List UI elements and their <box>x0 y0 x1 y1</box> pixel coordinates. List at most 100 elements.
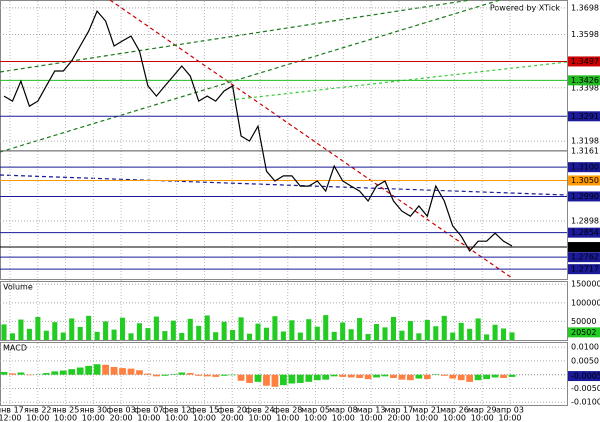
last-macd-label: -0.0005 <box>571 372 600 381</box>
volume-bar <box>111 329 117 340</box>
y-tick-label: 1.3598 <box>571 30 599 39</box>
macd-bar <box>330 374 338 377</box>
macd-bar <box>68 369 76 375</box>
trend-lines <box>0 0 568 279</box>
price-panel <box>0 0 568 280</box>
level-label: 1.2800 <box>571 243 599 252</box>
macd-bar <box>0 371 8 375</box>
x-time-label: 10:00 <box>498 414 521 422</box>
y-tick-label: 150000 <box>571 280 600 289</box>
macd-bar <box>457 374 465 381</box>
macd-bar <box>212 374 220 377</box>
macd-bar <box>491 374 499 378</box>
volume-bar <box>52 322 58 340</box>
level-box <box>568 56 600 67</box>
level-box <box>568 191 600 202</box>
volume-bar <box>145 328 151 340</box>
x-time-label: 10:00 <box>26 414 49 422</box>
volume-bar <box>238 317 244 340</box>
macd-bar <box>17 372 25 375</box>
x-date-label: мар 29 <box>468 406 497 415</box>
macd-bar <box>449 374 457 379</box>
volume-bar <box>204 315 210 340</box>
macd-bar <box>483 374 490 380</box>
macd-bar <box>153 374 160 377</box>
volume-bar <box>128 333 134 340</box>
macd-bar <box>407 374 414 381</box>
level-box <box>568 252 600 263</box>
macd-bar <box>102 364 109 375</box>
level-label: 1.2854 <box>571 228 599 237</box>
y-tick-label: 1.3398 <box>571 83 599 92</box>
volume-bar <box>60 332 66 340</box>
macd-bar <box>26 374 33 376</box>
macd-bar <box>347 374 355 378</box>
level-label: 1.2762 <box>571 253 599 262</box>
macd-bar <box>186 373 194 375</box>
macd-bar <box>220 374 228 376</box>
x-time-label: 20:00 <box>110 414 133 422</box>
y-tick-label: 1.3198 <box>571 137 599 146</box>
macd-bar <box>110 366 118 375</box>
volume-bar <box>179 332 185 340</box>
volume-bar <box>509 332 515 340</box>
trend-line <box>0 174 568 196</box>
macd-bar <box>339 374 347 377</box>
volume-bar <box>450 332 456 340</box>
macd-bar <box>432 374 440 375</box>
x-date-label: мар 21 <box>412 406 441 415</box>
volume-bar <box>467 328 473 340</box>
volume-bar <box>69 318 75 340</box>
x-time-label: 10:00 <box>332 414 355 422</box>
macd-bar <box>373 374 380 378</box>
volume-bar <box>399 330 405 340</box>
volume-bar <box>280 331 286 340</box>
volume-bar <box>475 318 481 340</box>
panel-title: MACD <box>3 344 27 353</box>
volume-bar <box>331 331 337 340</box>
volume-bar <box>86 315 92 340</box>
level-box <box>568 264 600 275</box>
trend-line <box>109 0 513 279</box>
macd-bar <box>322 374 330 380</box>
volume-panel <box>0 281 568 341</box>
x-date-label: янв 25 <box>52 406 79 415</box>
volume-bar <box>306 319 312 340</box>
macd-bar <box>51 371 59 375</box>
x-time-label: 20:00 <box>387 414 410 422</box>
trend-line <box>229 61 568 101</box>
volume-bar <box>35 316 41 340</box>
x-time-label: 20:00 <box>221 414 244 422</box>
macd-bar <box>59 370 67 375</box>
volume-bar <box>289 320 295 340</box>
price-line <box>3 9 513 253</box>
macd-bar <box>466 374 474 382</box>
level-box <box>568 162 600 173</box>
macd-bar <box>500 374 507 378</box>
level-box <box>568 227 600 238</box>
x-time-label: 10:00 <box>193 414 216 422</box>
y-tick-label: -0.0100 <box>571 398 600 407</box>
macd-bar <box>313 374 321 381</box>
y-tick-label: 50000 <box>571 317 596 326</box>
x-date-label: фев 24 <box>245 406 274 415</box>
x-date-label: мар 08 <box>329 406 358 415</box>
volume-bar <box>119 317 126 340</box>
volume-bar <box>314 326 320 340</box>
macd-bar <box>305 374 313 382</box>
macd-bar <box>203 374 211 377</box>
volume-bar <box>458 322 464 340</box>
x-date-label: мар 26 <box>440 406 469 415</box>
macd-bar <box>390 374 397 378</box>
trend-line <box>0 0 501 153</box>
volume-bar <box>382 327 388 340</box>
volume-bar <box>230 329 236 340</box>
macd-bar <box>119 368 126 375</box>
x-time-label: 10:00 <box>471 414 494 422</box>
level-label: 1.2717 <box>571 265 599 274</box>
macd-bar <box>93 364 101 375</box>
volume-bar <box>407 321 413 340</box>
volume-bar <box>103 321 109 340</box>
